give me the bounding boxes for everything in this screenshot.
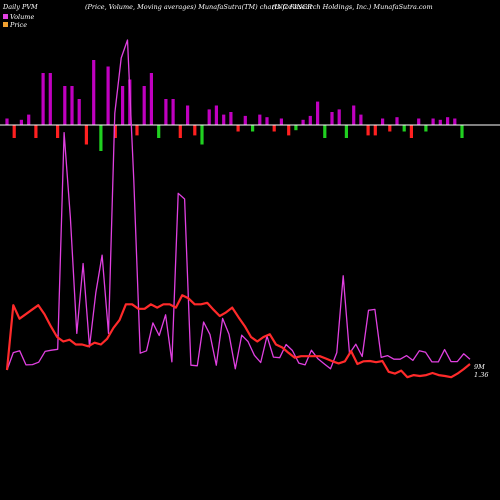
volume-bar	[344, 125, 348, 138]
volume-bar	[77, 99, 81, 125]
volume-bar	[193, 125, 197, 136]
volume-bar	[409, 125, 413, 138]
header-center-title: (Price, Volume, Moving averages) MunafaS…	[85, 3, 312, 11]
series-lines	[5, 39, 471, 379]
volume-bar	[207, 109, 211, 125]
volume-bar	[34, 125, 38, 138]
volume-bar	[19, 119, 23, 125]
volume-bar	[200, 125, 204, 145]
volume-bar	[243, 115, 247, 125]
volume-bar	[106, 66, 110, 125]
volume-bar	[424, 125, 428, 132]
volume-bar	[164, 99, 168, 125]
volume-bar	[453, 118, 457, 125]
volume-bar	[12, 125, 16, 138]
volume-bar	[178, 125, 182, 138]
last-volume-label: 9M	[474, 363, 485, 371]
volume-bar	[316, 101, 320, 125]
volume-bar	[84, 125, 88, 145]
volume-bar	[229, 112, 233, 125]
volume-bar	[222, 114, 226, 125]
volume-bar	[279, 118, 283, 125]
volume-bar	[417, 118, 421, 125]
volume-bar	[56, 125, 60, 138]
volume-bars	[5, 60, 464, 151]
volume-bar	[113, 125, 117, 138]
legend-swatch-volume	[3, 14, 8, 19]
volume-bar	[438, 119, 442, 125]
volume-bar	[395, 117, 399, 125]
volume-bar	[301, 119, 305, 125]
price-line	[5, 294, 471, 379]
volume-bar	[135, 125, 139, 136]
legend: Volume Price	[3, 13, 34, 29]
volume-bar	[308, 115, 312, 125]
volume-bar	[157, 125, 161, 138]
volume-bar	[63, 86, 67, 125]
volume-bar	[431, 118, 435, 125]
volume-bar	[460, 125, 464, 138]
volume-bar	[287, 125, 291, 136]
volume-bar	[359, 114, 363, 125]
volume-bar	[121, 86, 125, 125]
volume-bar	[258, 114, 262, 125]
volume-bar	[92, 60, 96, 125]
volume-bar	[236, 125, 240, 132]
volume-bar	[171, 99, 175, 125]
volume-bar	[294, 125, 298, 131]
volume-bar	[70, 86, 74, 125]
volume-bar	[446, 117, 450, 125]
volume-bar	[337, 109, 341, 125]
volume-line	[6, 39, 471, 371]
header-right-title: (INC Research Holdings, Inc.) MunafaSutr…	[272, 3, 433, 11]
volume-bar	[402, 125, 406, 132]
last-price-label: 1.36	[474, 371, 488, 379]
volume-bar	[5, 118, 9, 125]
volume-bar	[366, 125, 370, 136]
volume-bar	[265, 117, 269, 125]
volume-bar	[41, 73, 45, 125]
volume-bar	[373, 125, 377, 136]
volume-bar	[99, 125, 103, 151]
volume-bar	[214, 105, 218, 125]
volume-bar	[381, 118, 385, 125]
volume-bar	[149, 73, 153, 125]
volume-bar	[388, 125, 392, 132]
volume-bar	[27, 114, 31, 125]
legend-label-price: Price	[9, 21, 27, 29]
volume-bar	[186, 105, 190, 125]
volume-bar	[330, 112, 334, 125]
volume-bar	[251, 125, 255, 132]
volume-bar	[142, 86, 146, 125]
volume-bar	[352, 105, 356, 125]
legend-swatch-price	[3, 22, 8, 27]
volume-bar	[272, 125, 276, 132]
volume-bar	[48, 73, 52, 125]
legend-label-volume: Volume	[10, 13, 34, 21]
header-left-title: Daily PVM	[2, 3, 38, 11]
volume-bar	[323, 125, 327, 138]
